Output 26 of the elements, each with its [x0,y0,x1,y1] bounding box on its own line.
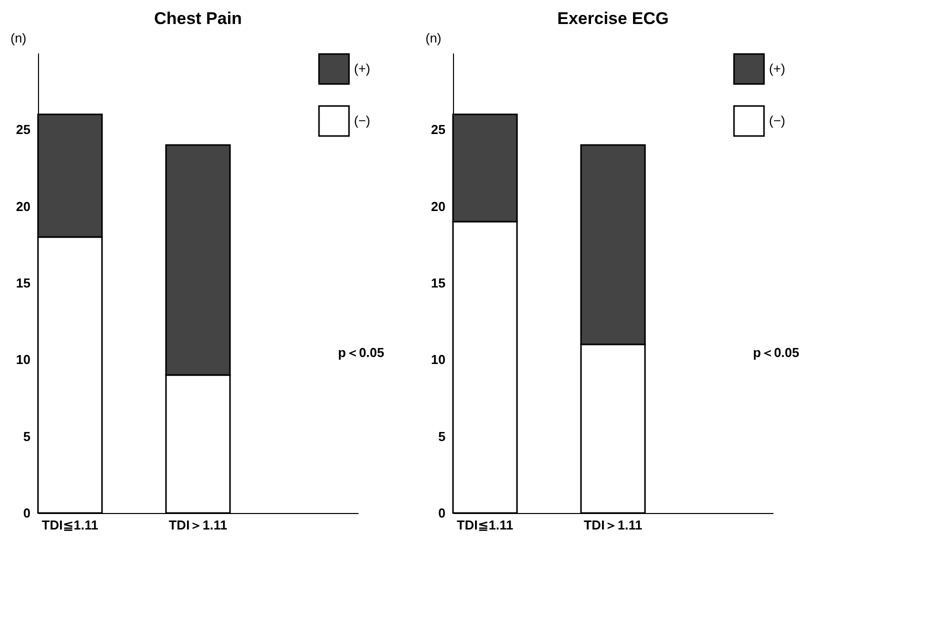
chart-title: Exercise ECG [557,9,669,28]
y-tick-label: 0 [438,506,446,520]
annotation: p＜0.05 [753,345,800,360]
x-tick-label: TDI＞1.11 [168,518,228,532]
x-tick-label: TDI≦1.11 [42,518,98,532]
legend-label: (−) [354,113,370,128]
x-tick-label: TDI≦1.11 [456,518,514,532]
chart-title: Chest Pain [154,9,242,28]
text: (+) [769,61,786,76]
text: (−) [769,113,786,128]
y-tick-label: 10 [431,352,446,368]
y-tick-label: 15 [431,276,446,290]
legend-label: (+) [354,61,370,76]
y-tick-label: 25 [16,122,30,138]
x-tick-label: TDI＞1.11 [584,518,642,532]
y-tick-label: 20 [16,198,30,214]
y-tick-label: 5 [23,428,30,444]
y-tick-label: 15 [16,276,30,290]
y-tick-label: 10 [16,352,30,368]
y-tick-label: 20 [431,198,446,214]
y-tick-label: 25 [431,122,446,138]
y-axis-title: (n) [426,30,442,46]
y-tick-label: 0 [23,506,30,520]
y-axis-title: (n) [10,30,26,46]
annotation: p＜0.05 [338,345,384,360]
y-tick-label: 5 [438,428,446,444]
